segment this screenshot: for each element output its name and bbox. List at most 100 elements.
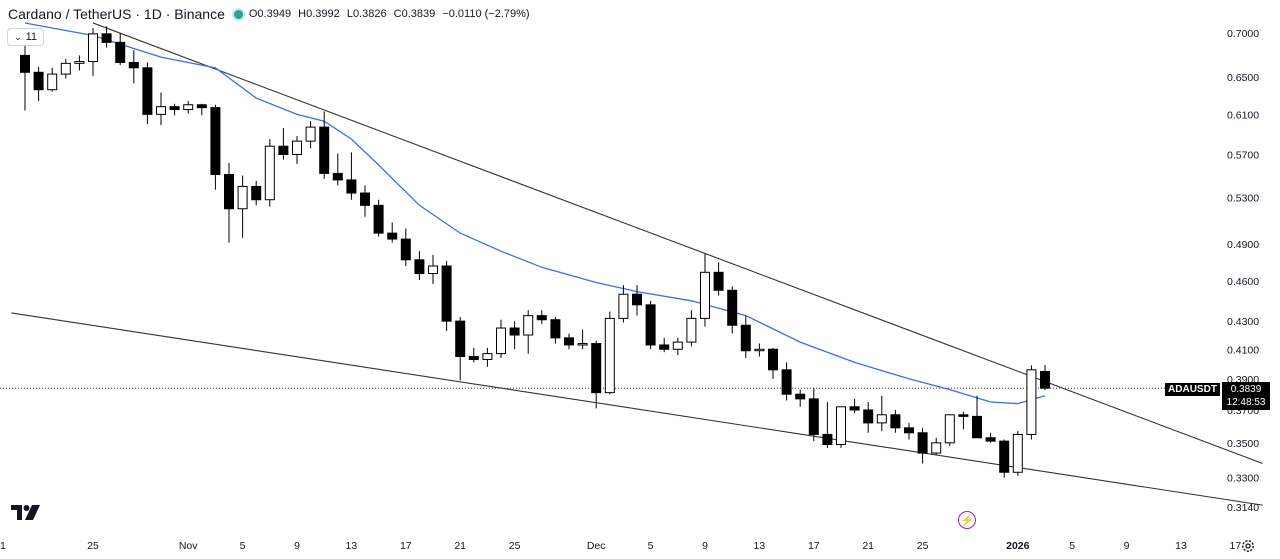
candle-body: [332, 172, 343, 181]
lightning-event-icon[interactable]: ⚡: [958, 511, 976, 529]
candle-body: [849, 406, 860, 411]
indicators-toggle-button[interactable]: ⌄ 11: [7, 28, 44, 46]
high-value: 0.3992: [306, 8, 340, 20]
candle-body: [455, 320, 466, 358]
candle-body: [876, 414, 887, 424]
high-label: H: [298, 8, 307, 20]
y-tick-label: 0.6100: [1227, 109, 1259, 121]
y-tick-label: 0.7000: [1227, 28, 1259, 40]
y-tick-label: 0.4600: [1227, 276, 1259, 288]
trendline-lower: [11, 312, 1263, 506]
candle-body: [577, 343, 588, 346]
symbol-price-label: ADAUSDT: [1165, 383, 1220, 396]
candle-body: [999, 440, 1010, 473]
x-tick-label: Dec: [587, 540, 606, 552]
candle-body: [278, 145, 289, 155]
candle-body: [142, 67, 153, 115]
y-tick-label: 0.5700: [1227, 149, 1259, 161]
candle-body: [958, 414, 969, 417]
candle-body: [686, 317, 697, 343]
candle-body: [156, 106, 166, 115]
low-value: 0.3826: [352, 8, 387, 20]
candle-body: [972, 415, 982, 439]
tradingview-logo-icon[interactable]: [11, 504, 41, 521]
x-tick-label: 25: [917, 540, 929, 552]
x-tick-label: 9: [702, 540, 708, 552]
y-tick-label: 0.4300: [1227, 316, 1259, 328]
candle-body: [482, 353, 493, 360]
candle-body: [672, 341, 683, 350]
x-tick-label: 25: [509, 540, 521, 552]
y-tick-label: 0.6500: [1227, 72, 1259, 84]
y-tick-label: 0.4100: [1227, 344, 1259, 356]
candle-body: [74, 61, 85, 64]
x-tick-label: 21: [862, 540, 874, 552]
candle-body: [373, 204, 384, 234]
candle-body: [496, 327, 506, 355]
x-tick-label: 5: [1069, 540, 1075, 552]
candle-body: [115, 41, 126, 63]
y-tick-label: 0.3140: [1227, 502, 1259, 514]
symbol-title[interactable]: Cardano / TetherUS · 1D · Binance: [8, 6, 225, 22]
candle-body: [387, 232, 398, 240]
candle-body: [713, 271, 724, 291]
x-tick-label: Nov: [179, 540, 198, 552]
candle-body: [183, 104, 194, 111]
candle-body: [169, 106, 180, 111]
candle-body: [360, 192, 370, 206]
x-tick-label: 1: [0, 540, 6, 552]
candle-body: [414, 259, 425, 275]
candle-body: [944, 414, 955, 444]
settings-gear-icon[interactable]: [1241, 539, 1255, 553]
x-tick-label: 13: [346, 540, 358, 552]
candle-body: [128, 61, 139, 69]
chevron-down-icon: ⌄: [14, 31, 22, 42]
candle-body: [441, 265, 452, 322]
candle-body: [88, 33, 98, 63]
candle-body: [509, 327, 520, 336]
candle-body: [604, 317, 615, 394]
x-tick-label: 9: [294, 540, 300, 552]
candle-body: [808, 398, 819, 435]
candle-body: [890, 414, 901, 429]
open-value: 0.3949: [257, 8, 292, 20]
x-tick-label: 13: [1175, 540, 1187, 552]
market-status-dot: [233, 9, 243, 19]
y-tick-label: 0.3500: [1227, 438, 1259, 450]
last-price-box: 0.3839 12:48:53: [1222, 382, 1270, 410]
candle-body: [196, 104, 207, 109]
ohlc-values: O0.3949 H0.3992 L0.3826 C0.3839 −0.0110 …: [249, 8, 530, 20]
candle-body: [60, 62, 71, 75]
candle-body: [20, 54, 30, 73]
candle-body: [101, 33, 112, 43]
indicator-count: 11: [25, 31, 37, 43]
y-tick-label: 0.5300: [1227, 192, 1259, 204]
candle-body: [264, 145, 275, 201]
candle-body: [618, 293, 629, 319]
candle-body: [659, 344, 670, 350]
y-tick-label: 0.4900: [1227, 239, 1259, 251]
candle-body: [740, 324, 751, 352]
x-tick-label: 21: [454, 540, 466, 552]
x-tick-label: 17: [1230, 540, 1242, 552]
x-tick-label: 9: [1124, 540, 1130, 552]
candle-body: [428, 265, 438, 275]
candle-body: [754, 348, 765, 352]
candle-body: [768, 348, 778, 371]
moving-average-line: [24, 22, 1046, 405]
symbol-header: Cardano / TetherUS · 1D · Binance O0.394…: [8, 5, 530, 23]
candle-body: [224, 174, 234, 210]
candle-body: [292, 140, 302, 155]
candle-body: [931, 442, 942, 454]
candle-body: [237, 185, 248, 210]
candle-body: [346, 179, 357, 194]
x-tick-label: 13: [754, 540, 766, 552]
trendline-upper: [92, 22, 1263, 464]
candle-body: [523, 315, 534, 336]
candle-body: [795, 393, 806, 400]
x-tick-label: 2026: [1006, 540, 1030, 552]
candle-body: [468, 356, 479, 360]
candle-body: [904, 427, 914, 434]
candle-body: [305, 126, 316, 142]
